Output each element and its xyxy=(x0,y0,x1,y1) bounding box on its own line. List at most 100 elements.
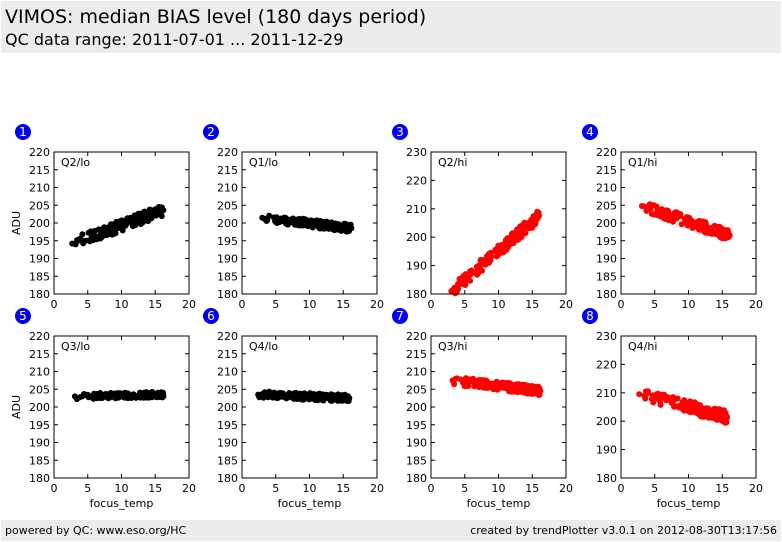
panel-label: Q2/lo xyxy=(61,156,90,169)
data-point xyxy=(481,377,488,384)
data-point xyxy=(705,225,712,232)
x-tick-label: 5 xyxy=(651,298,658,311)
data-point xyxy=(274,395,281,401)
x-tick-label: 0 xyxy=(618,482,625,495)
y-tick-label: 180 xyxy=(29,288,50,301)
data-point xyxy=(338,397,345,404)
x-tick-label: 20 xyxy=(749,298,763,311)
chart-panel-2: 20 5 10 15 20180185190195200205210215220Q1/l… xyxy=(203,124,384,311)
data-point xyxy=(292,221,298,228)
data-point xyxy=(73,396,80,403)
x-tick-label: 10 xyxy=(115,298,129,311)
data-point xyxy=(313,395,320,402)
y-tick-label: 215 xyxy=(596,164,617,177)
footer-powered-by: powered by QC: www.eso.org/HC xyxy=(5,524,187,537)
y-tick-label: 180 xyxy=(217,288,238,301)
panel-number: 4 xyxy=(586,125,594,139)
data-point xyxy=(156,392,163,399)
x-tick-label: 10 xyxy=(303,482,317,495)
data-point xyxy=(158,213,165,220)
y-tick-label: 195 xyxy=(596,235,617,248)
x-axis-title: focus_temp xyxy=(657,497,721,510)
x-tick-label: 20 xyxy=(559,482,573,495)
data-point xyxy=(654,390,661,397)
x-tick-label: 5 xyxy=(84,298,91,311)
panel-number: 3 xyxy=(396,125,404,139)
y-tick-label: 200 xyxy=(29,401,50,414)
x-tick-label: 0 xyxy=(51,298,58,311)
chart-panel-6: 6 0 5 10 15 20 180 185 190 195 200 205 210 215 220 Q4/l… xyxy=(203,308,384,510)
data-point xyxy=(330,224,337,231)
y-tick-label: 205 xyxy=(217,199,238,212)
data-point xyxy=(451,381,458,388)
panel-label: Q4/hi xyxy=(628,340,657,353)
data-point xyxy=(654,211,660,218)
data-point xyxy=(693,409,700,416)
panel-label: Q1/lo xyxy=(249,156,278,169)
data-point xyxy=(137,215,144,222)
panel-label: Q4/lo xyxy=(249,340,278,353)
panel-number: 8 xyxy=(586,309,594,323)
y-tick-label: 195 xyxy=(29,419,50,432)
y-tick-label: 210 xyxy=(29,182,50,195)
x-tick-label: 15 xyxy=(148,482,162,495)
scatter-points xyxy=(636,388,730,426)
panel-number: 1 xyxy=(19,125,27,139)
data-point xyxy=(722,419,729,426)
y-tick-label: 185 xyxy=(596,270,617,283)
data-point xyxy=(97,235,104,242)
y-tick-label: 200 xyxy=(406,401,427,414)
panel-number-badge xyxy=(582,308,598,324)
data-point xyxy=(118,393,124,400)
y-tick-label: 210 xyxy=(406,366,427,379)
plot-frame xyxy=(53,335,190,479)
data-point xyxy=(678,221,685,228)
data-point xyxy=(717,234,724,241)
data-point xyxy=(658,206,665,213)
data-point xyxy=(262,216,269,223)
y-tick-label: 210 xyxy=(406,203,427,216)
data-point xyxy=(141,210,148,217)
data-point xyxy=(452,375,459,382)
data-point xyxy=(345,398,352,404)
data-point xyxy=(488,253,495,260)
x-tick-label: 15 xyxy=(525,298,539,311)
panel-number-badge xyxy=(15,308,31,324)
x-tick-label: 15 xyxy=(148,298,162,311)
y-tick-label: 220 xyxy=(406,174,427,187)
data-point xyxy=(527,388,534,395)
data-point xyxy=(640,203,647,210)
x-tick-label: 0 xyxy=(618,298,625,311)
y-tick-label: 200 xyxy=(596,415,617,428)
y-tick-label: 230 xyxy=(596,330,617,343)
x-tick-label: 5 xyxy=(272,482,279,495)
data-point xyxy=(530,213,537,220)
plot-frame xyxy=(241,335,378,479)
data-point xyxy=(117,223,124,230)
data-point xyxy=(104,224,110,231)
data-point xyxy=(477,265,484,272)
data-point xyxy=(95,226,102,233)
data-point xyxy=(451,284,458,291)
data-point xyxy=(657,401,664,408)
y-tick-label: 190 xyxy=(29,437,50,450)
data-point xyxy=(716,406,723,413)
data-point xyxy=(334,225,341,232)
data-point xyxy=(110,221,117,228)
data-point xyxy=(644,390,651,397)
data-point xyxy=(529,383,535,389)
panel-label: Q3/lo xyxy=(61,340,90,353)
x-tick-label: 15 xyxy=(336,482,350,495)
data-point xyxy=(465,378,472,385)
y-tick-label: 180 xyxy=(596,472,617,485)
data-point xyxy=(665,215,672,222)
chart-panel-8: 8 0 5 10 15 20 180 190 200 210 220 230 Q4/hi focus_te… xyxy=(582,308,763,510)
data-point xyxy=(106,394,113,401)
panel-number-badge xyxy=(203,308,219,324)
data-point xyxy=(672,395,679,402)
y-tick-label: 195 xyxy=(217,419,238,432)
data-point xyxy=(505,381,512,388)
y-tick-label: 220 xyxy=(29,330,50,343)
data-point xyxy=(719,414,725,421)
data-point xyxy=(309,221,316,228)
